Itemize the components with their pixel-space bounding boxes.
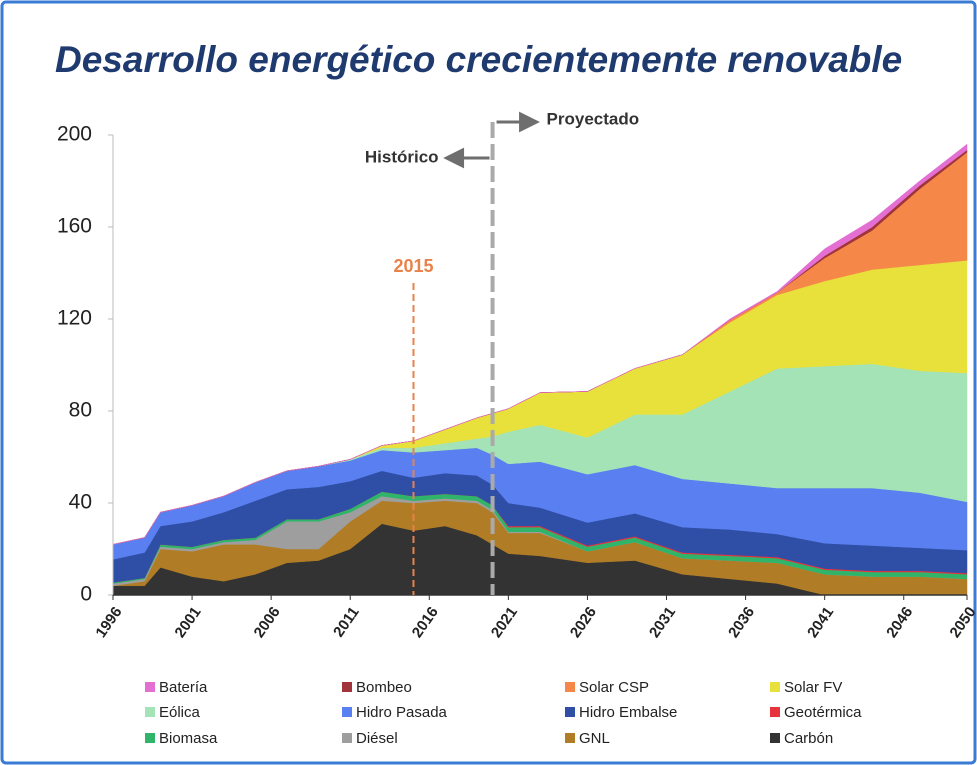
y-tick-label: 0 bbox=[80, 583, 92, 606]
legend-label: Bombeo bbox=[356, 679, 412, 696]
arrow-left bbox=[443, 147, 490, 169]
legend-label: GNL bbox=[579, 730, 610, 747]
legend-swatch bbox=[145, 682, 155, 692]
legend-label: Hidro Embalse bbox=[579, 704, 677, 721]
annotation: 2015 bbox=[393, 256, 433, 276]
arrow-right bbox=[496, 111, 540, 133]
legend-label: Solar FV bbox=[784, 679, 842, 696]
legend-swatch bbox=[770, 733, 780, 743]
legend-swatch bbox=[770, 682, 780, 692]
y-tick-label: 160 bbox=[57, 215, 92, 238]
legend-swatch bbox=[565, 733, 575, 743]
legend-swatch bbox=[565, 707, 575, 717]
legend-swatch bbox=[145, 733, 155, 743]
legend-swatch bbox=[770, 707, 780, 717]
legend-label: Carbón bbox=[784, 730, 833, 747]
chart-title: Desarrollo energético crecientemente ren… bbox=[55, 39, 902, 80]
y-tick-label: 120 bbox=[57, 307, 92, 330]
legend-swatch bbox=[145, 707, 155, 717]
annotation: Histórico bbox=[365, 147, 439, 166]
legend-swatch bbox=[342, 733, 352, 743]
legend-label: Biomasa bbox=[159, 730, 218, 747]
y-tick-label: 40 bbox=[69, 491, 92, 514]
y-tick-label: 80 bbox=[69, 399, 92, 422]
legend-label: Diésel bbox=[356, 730, 398, 747]
legend-label: Solar CSP bbox=[579, 679, 649, 696]
annotation: Proyectado bbox=[547, 109, 640, 128]
legend-label: Batería bbox=[159, 679, 208, 696]
legend-label: Geotérmica bbox=[784, 704, 862, 721]
legend-swatch bbox=[342, 682, 352, 692]
legend-swatch bbox=[565, 682, 575, 692]
legend-label: Eólica bbox=[159, 704, 201, 721]
legend-swatch bbox=[342, 707, 352, 717]
legend-label: Hidro Pasada bbox=[356, 704, 448, 721]
area bbox=[112, 143, 968, 545]
y-tick-label: 200 bbox=[57, 123, 92, 146]
